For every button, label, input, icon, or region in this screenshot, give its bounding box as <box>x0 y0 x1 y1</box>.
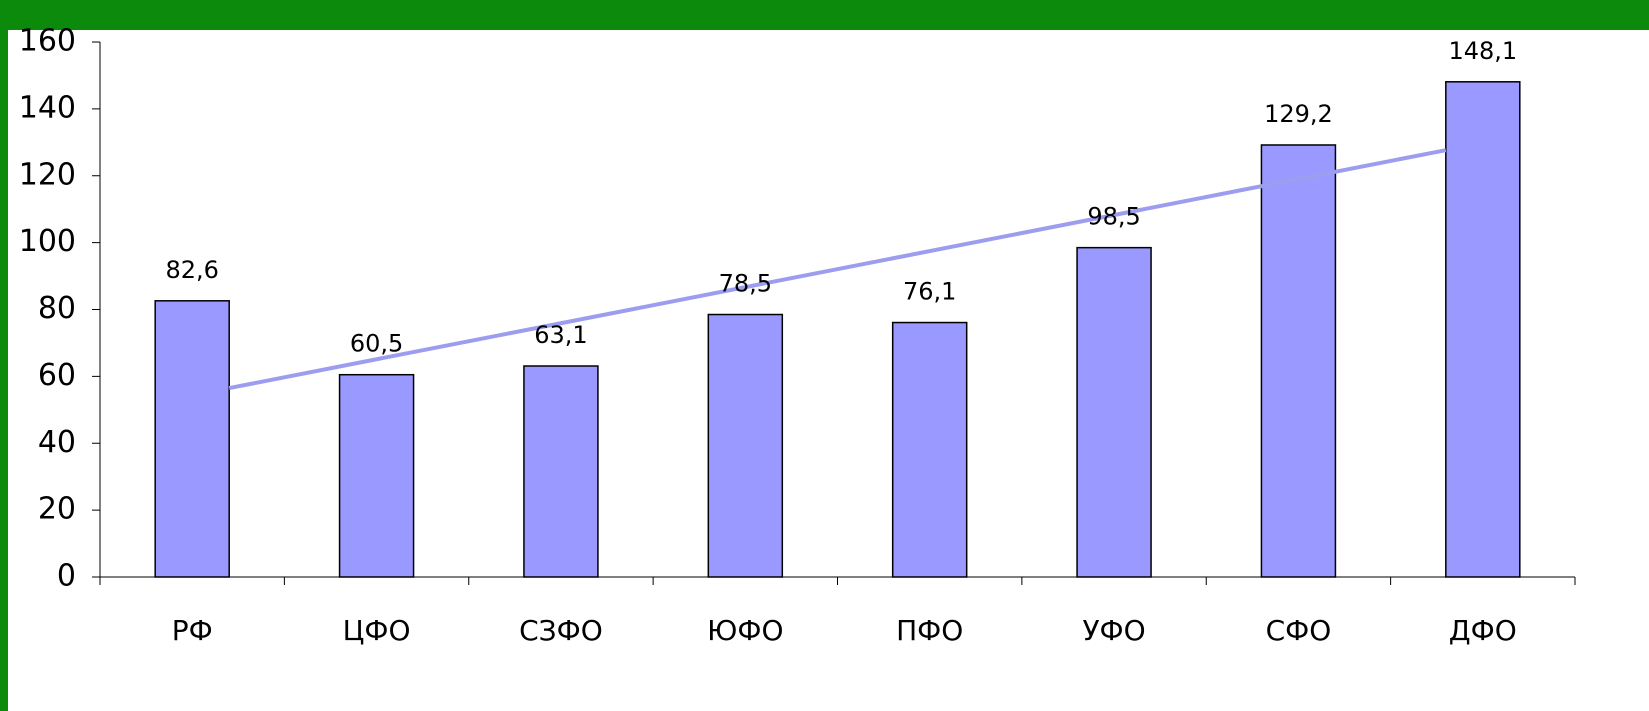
x-tick-label: УФО <box>1082 614 1145 647</box>
trendline <box>228 148 1447 391</box>
data-label: 78,5 <box>719 270 772 298</box>
x-tick-label: РФ <box>172 614 213 647</box>
bar <box>154 300 230 578</box>
x-tick-label: ЮФО <box>707 614 783 647</box>
bar <box>891 321 968 578</box>
y-tick-label: 60 <box>38 358 76 393</box>
x-tick-label: ПФО <box>896 614 963 647</box>
bar <box>338 373 415 578</box>
x-tick-label: ДФО <box>1449 614 1517 647</box>
x-tick-label: СЗФО <box>519 614 603 647</box>
x-tick-label: ЦФО <box>343 614 411 647</box>
y-tick-label: 160 <box>19 24 76 59</box>
data-label: 98,5 <box>1087 203 1140 231</box>
bar <box>1445 81 1521 578</box>
plot-background <box>8 30 1649 711</box>
bar <box>707 313 784 578</box>
data-label: 148,1 <box>1448 37 1517 65</box>
y-tick-label: 20 <box>38 492 76 527</box>
y-tick-label: 140 <box>19 90 76 125</box>
bar <box>1076 246 1152 578</box>
data-label: 60,5 <box>350 330 403 358</box>
data-label: 63,1 <box>534 321 587 349</box>
y-tick-label: 80 <box>38 291 76 326</box>
bar <box>1260 144 1337 578</box>
data-label: 76,1 <box>903 278 956 306</box>
bar <box>523 365 599 578</box>
y-tick-label: 120 <box>19 157 76 192</box>
data-label: 82,6 <box>165 256 218 284</box>
data-label: 129,2 <box>1264 100 1333 128</box>
y-tick-label: 0 <box>57 559 76 594</box>
x-tick-label: СФО <box>1266 614 1332 647</box>
y-tick-label: 100 <box>19 224 76 259</box>
y-tick-label: 40 <box>38 425 76 460</box>
